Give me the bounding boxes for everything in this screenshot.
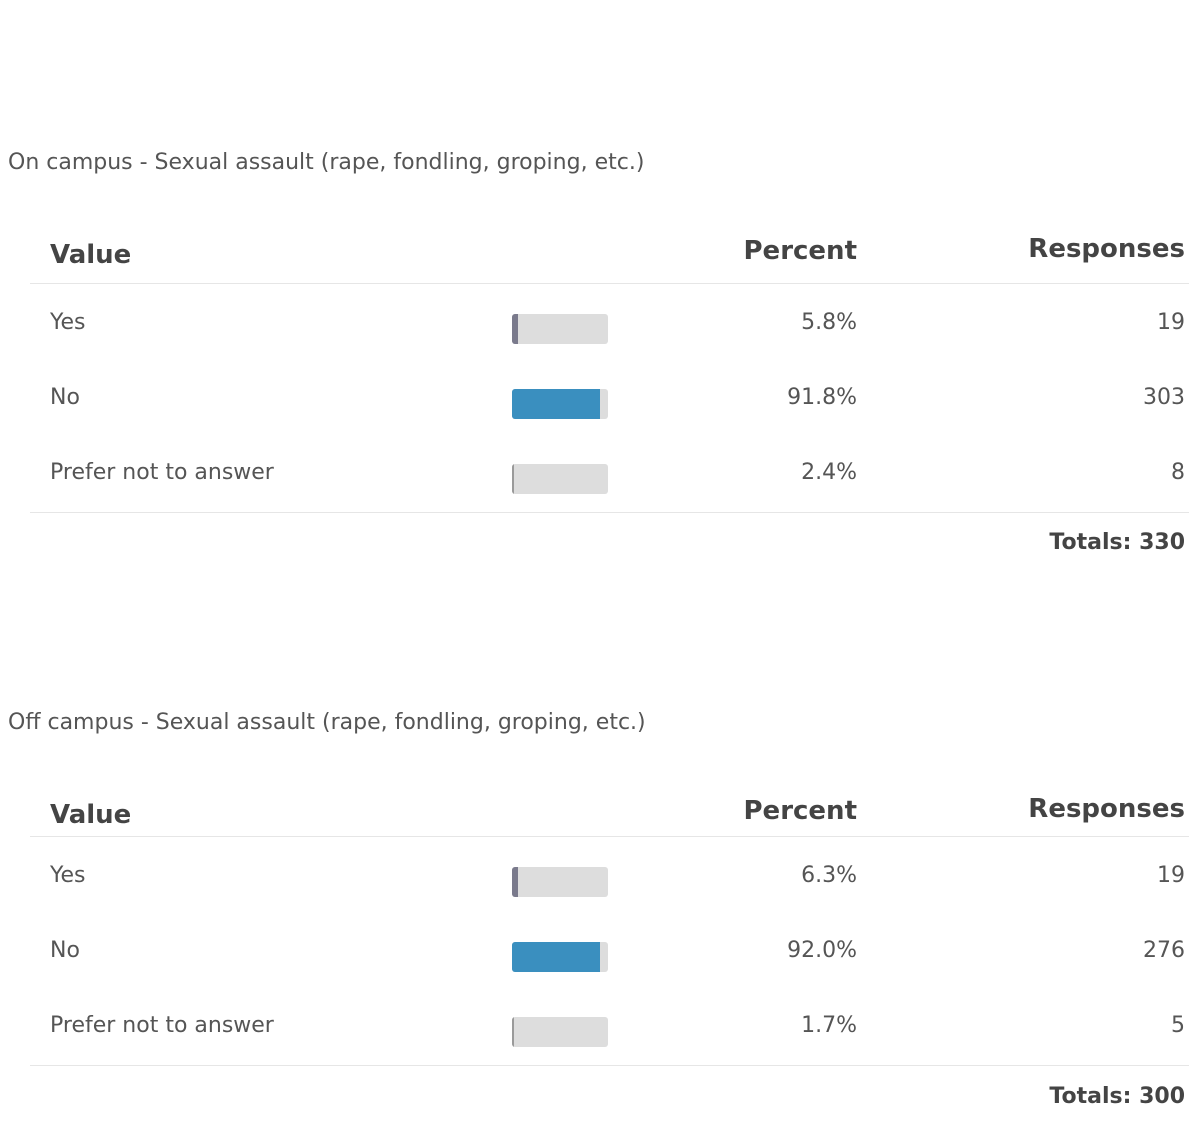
table-row: No 91.8% 303 — [0, 385, 1199, 460]
percent-bar — [512, 1017, 608, 1047]
row-responses: 19 — [1157, 863, 1185, 888]
percent-bar-fill — [512, 389, 601, 419]
row-value: Yes — [50, 863, 86, 888]
totals: Totals: 330 — [1049, 530, 1185, 555]
percent-bar-fill — [512, 1017, 514, 1047]
table-row: No 92.0% 276 — [0, 938, 1199, 1013]
percent-bar-fill — [512, 867, 519, 897]
column-header-value: Value — [50, 240, 132, 270]
row-percent: 91.8% — [787, 385, 857, 410]
row-percent: 5.8% — [801, 310, 857, 335]
row-responses: 276 — [1143, 938, 1185, 963]
percent-bar-fill — [512, 314, 518, 344]
percent-bar — [512, 867, 608, 897]
table-row: Prefer not to answer 2.4% 8 — [0, 460, 1199, 535]
percent-bar — [512, 942, 608, 972]
row-percent: 1.7% — [801, 1013, 857, 1038]
table-row: Prefer not to answer 1.7% 5 — [0, 1013, 1199, 1088]
row-percent: 2.4% — [801, 460, 857, 485]
question-title: Off campus - Sexual assault (rape, fondl… — [8, 710, 646, 735]
totals: Totals: 300 — [1049, 1084, 1185, 1109]
table-row: Yes 5.8% 19 — [0, 310, 1199, 385]
percent-bar — [512, 464, 608, 494]
column-header-value: Value — [50, 800, 132, 830]
row-value: Prefer not to answer — [50, 460, 274, 485]
row-responses: 303 — [1143, 385, 1185, 410]
row-responses: 8 — [1171, 460, 1185, 485]
question-block-on-campus: On campus - Sexual assault (rape, fondli… — [0, 0, 1199, 560]
table-divider — [30, 1065, 1189, 1066]
column-header-responses: Responses — [1028, 794, 1185, 824]
row-responses: 5 — [1171, 1013, 1185, 1038]
column-header-percent: Percent — [743, 796, 858, 826]
percent-bar — [512, 389, 608, 419]
column-header-percent: Percent — [743, 236, 858, 266]
header-divider — [30, 283, 1189, 284]
row-value: Yes — [50, 310, 86, 335]
row-percent: 6.3% — [801, 863, 857, 888]
row-value: No — [50, 385, 80, 410]
percent-bar-fill — [512, 464, 515, 494]
percent-bar — [512, 314, 608, 344]
table-divider — [30, 512, 1189, 513]
table-row: Yes 6.3% 19 — [0, 863, 1199, 938]
row-value: No — [50, 938, 80, 963]
header-divider — [30, 836, 1189, 837]
percent-bar-fill — [512, 942, 601, 972]
row-responses: 19 — [1157, 310, 1185, 335]
question-block-off-campus: Off campus - Sexual assault (rape, fondl… — [0, 560, 1199, 1130]
row-percent: 92.0% — [787, 938, 857, 963]
column-header-responses: Responses — [1028, 234, 1185, 264]
row-value: Prefer not to answer — [50, 1013, 274, 1038]
question-title: On campus - Sexual assault (rape, fondli… — [8, 150, 645, 175]
